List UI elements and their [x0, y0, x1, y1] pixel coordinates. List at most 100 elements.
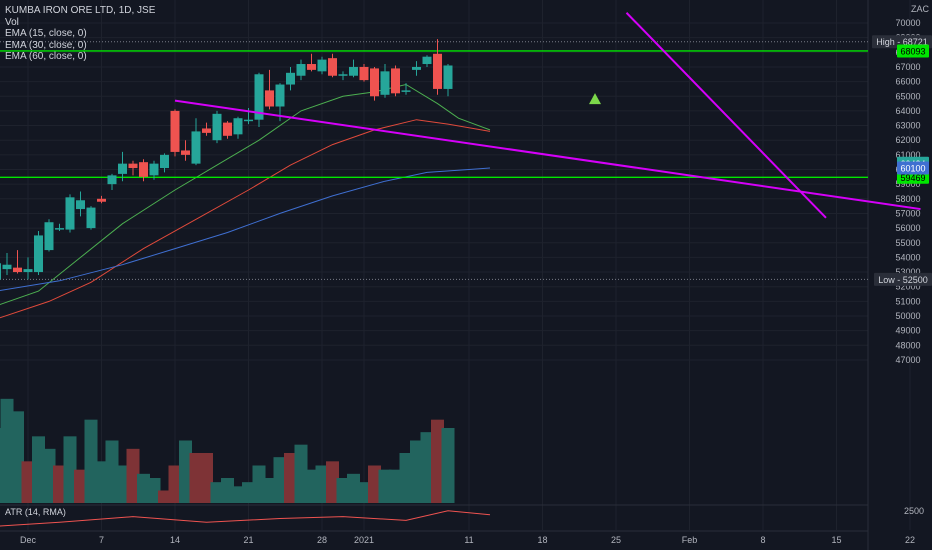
volume-bar	[347, 473, 360, 503]
volume-bar	[231, 486, 245, 503]
symbol-title: KUMBA IRON ORE LTD, 1D, JSE	[5, 5, 156, 16]
price-tick-label: 49000	[895, 326, 920, 336]
volume-bar	[74, 469, 87, 503]
price-tick-label: 62000	[895, 135, 920, 145]
candle-body	[275, 84, 285, 107]
chart-legend: KUMBA IRON ORE LTD, 1D, JSE Vol EMA (15,…	[5, 5, 155, 63]
price-tick-label: 53000	[895, 267, 920, 277]
candle-body	[254, 74, 264, 120]
hline-tag	[897, 44, 929, 58]
legend-ema30: EMA (30, close, 0)	[5, 39, 87, 51]
candle-body	[307, 64, 316, 70]
volume-bar	[305, 469, 318, 503]
candle-body	[422, 56, 432, 65]
candle-body	[223, 122, 232, 136]
volume-bar	[32, 436, 45, 503]
volume-bar	[389, 469, 402, 503]
volume-bar	[95, 461, 108, 503]
price-tick-label: 70000	[895, 18, 920, 28]
candle-body	[160, 154, 169, 169]
ema60-line	[0, 167, 491, 292]
price-tick-label: 63000	[895, 121, 920, 131]
candle-body	[296, 64, 306, 76]
candle-body	[76, 200, 85, 210]
low-tag-text: Low - 52500	[878, 275, 928, 285]
candle-body	[244, 119, 253, 122]
price-tick-label: 54000	[895, 252, 920, 262]
candle-body	[202, 128, 211, 133]
volume-bar	[42, 448, 56, 503]
time-tick-label: 22	[905, 535, 915, 545]
legend-ema15: EMA (15, close, 0)	[5, 28, 87, 39]
high-tag-text: High - 68721	[876, 37, 928, 47]
volume-bar	[84, 419, 98, 503]
volume-bar	[21, 461, 35, 503]
hline-tag-text: 59469	[900, 173, 925, 183]
price-tick-label: 65000	[895, 91, 920, 101]
price-tick-label: 48000	[895, 340, 920, 350]
atr-line	[0, 510, 491, 527]
volume-bar	[147, 478, 161, 503]
candle-body	[286, 72, 295, 85]
time-tick-label: 2021	[354, 535, 374, 545]
candle-body	[412, 66, 421, 70]
volume-bar	[410, 440, 423, 503]
time-tick-label: 11	[464, 535, 473, 545]
volume-bar	[431, 419, 444, 503]
volume-bar	[11, 411, 24, 503]
volume-bar	[263, 478, 276, 503]
volume-bar	[273, 457, 287, 503]
volume-bar	[441, 428, 455, 503]
price-tick-label: 58000	[895, 194, 920, 204]
price-tick-label: 52000	[895, 282, 920, 292]
volume-bar	[420, 432, 434, 503]
time-tick-label: 18	[537, 535, 547, 545]
price-tick-label: 47000	[895, 355, 920, 365]
volume-bar	[105, 440, 119, 503]
volume-bar	[158, 490, 171, 503]
candle-body	[97, 198, 106, 202]
time-tick-label: 28	[317, 535, 327, 545]
candle-body	[349, 66, 358, 76]
candle-body	[34, 235, 43, 273]
legend-vol: Vol	[5, 16, 19, 28]
volume-bar	[368, 465, 381, 503]
signal-triangle-marker	[589, 93, 601, 105]
legend-ema60: EMA (60, close, 0)	[5, 51, 87, 62]
price-tick-label: 57000	[895, 208, 920, 218]
candle-body	[181, 150, 190, 155]
candle-body	[191, 131, 201, 164]
candle-body	[86, 207, 96, 229]
hline-tag-text: 68093	[900, 46, 925, 56]
time-tick-label: 7	[99, 535, 104, 545]
price-tick-label: 59000	[895, 179, 920, 189]
price-tick-label: 55000	[895, 238, 920, 248]
volume-bar	[378, 469, 392, 503]
candle-body	[128, 163, 138, 169]
volume-bar	[210, 482, 224, 503]
candle-body	[2, 264, 12, 270]
candle-body	[443, 65, 453, 89]
price-tick-label: 67000	[895, 62, 920, 72]
candle-body	[265, 90, 274, 107]
candle-body	[149, 163, 159, 176]
low-tag	[874, 272, 932, 286]
volume-bar	[336, 478, 350, 503]
volume-bar	[137, 473, 150, 503]
candle-body	[401, 90, 411, 92]
volume-bar	[399, 453, 413, 503]
trendline	[625, 12, 827, 219]
time-tick-label: 25	[611, 535, 621, 545]
volume-bar	[179, 440, 192, 503]
price-tick-label: 61000	[895, 150, 920, 160]
atr-tick-label: 2500	[904, 506, 924, 516]
price-tick-label: 51000	[895, 296, 920, 306]
price-tick-label: 66000	[895, 77, 920, 87]
volume-bar	[0, 398, 14, 503]
trendline	[174, 99, 921, 211]
candle-body	[170, 110, 180, 152]
candle-body	[107, 175, 117, 185]
volume-bar	[116, 465, 129, 503]
